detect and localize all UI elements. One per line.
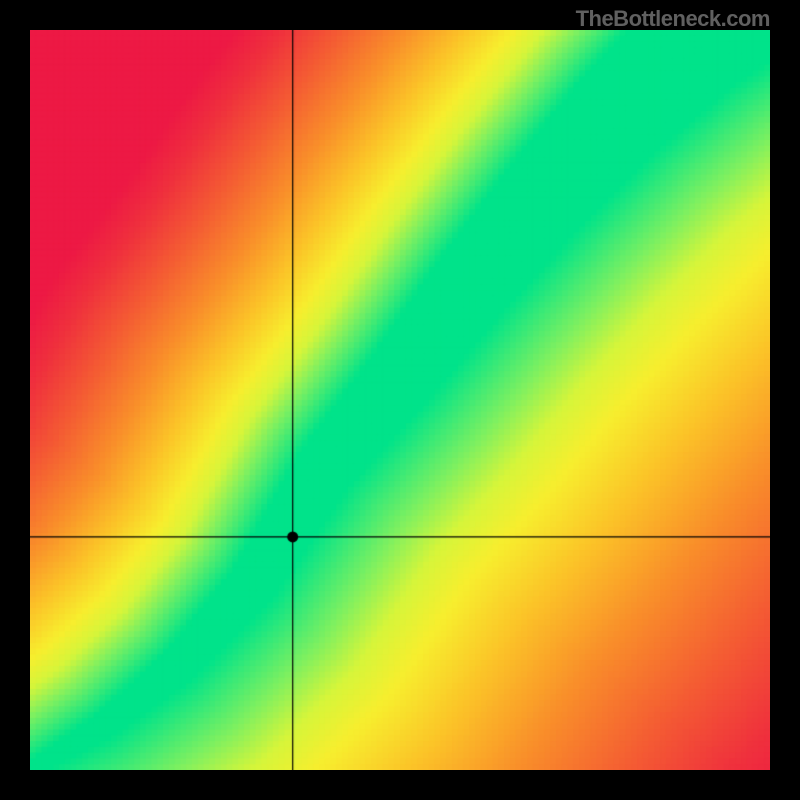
watermark-text: TheBottleneck.com <box>576 6 770 32</box>
bottleneck-heatmap-canvas <box>30 30 770 770</box>
